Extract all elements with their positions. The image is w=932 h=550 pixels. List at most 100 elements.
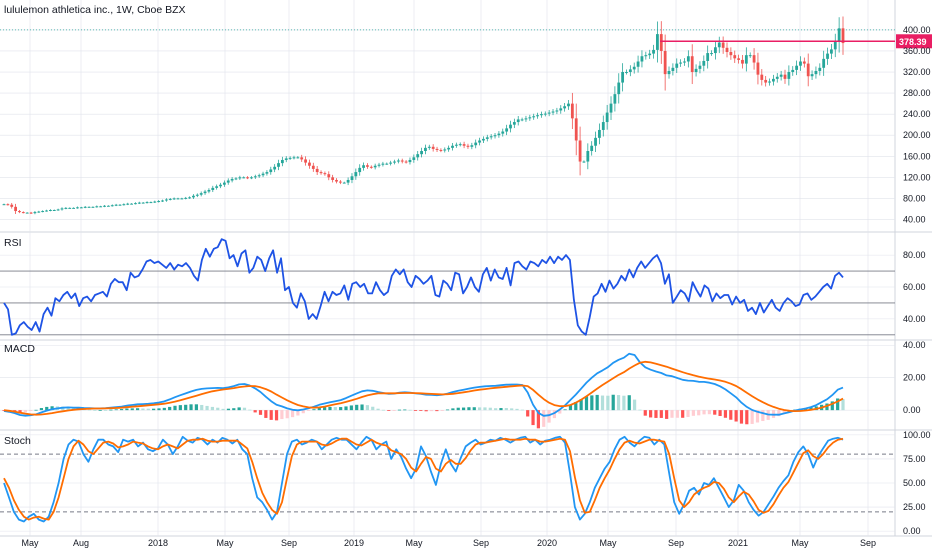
- macd-histogram-bar: [568, 405, 573, 411]
- y-tick-label: 0.00: [903, 526, 921, 536]
- macd-histogram-bar: [269, 410, 273, 420]
- macd-histogram-bar: [162, 407, 166, 411]
- price-panel[interactable]: 378.39: [0, 16, 932, 215]
- candle: [551, 111, 555, 113]
- candle: [470, 145, 474, 147]
- candle: [621, 72, 625, 83]
- macd-histogram-bar: [632, 399, 637, 411]
- candle: [547, 112, 551, 114]
- candle: [737, 58, 741, 60]
- y-tick-label: 320.00: [903, 67, 931, 77]
- macd-histogram-bar: [119, 409, 124, 411]
- candle: [555, 110, 559, 112]
- candle: [385, 163, 389, 165]
- candle: [265, 172, 269, 174]
- macd-histogram-bar: [734, 410, 738, 422]
- candle: [41, 211, 45, 213]
- macd-histogram-bar: [755, 410, 760, 423]
- candle: [18, 211, 21, 213]
- candle: [362, 165, 365, 168]
- candle: [369, 166, 373, 168]
- candle: [783, 74, 787, 79]
- candle: [478, 140, 481, 143]
- candle: [601, 122, 605, 130]
- candle: [137, 202, 141, 204]
- y-tick-label: 60.00: [903, 282, 926, 292]
- candle: [567, 103, 570, 107]
- candle: [284, 158, 288, 160]
- candle: [540, 114, 543, 116]
- y-tick-label: 40.00: [903, 214, 926, 224]
- macd-histogram-bar: [29, 410, 33, 411]
- candle: [748, 55, 752, 57]
- candle: [114, 204, 118, 206]
- candle: [153, 201, 157, 203]
- candle: [366, 165, 369, 167]
- candle: [199, 193, 203, 195]
- candle: [145, 202, 149, 204]
- y-tick-label: 400.00: [903, 25, 931, 35]
- macd-histogram-bar: [707, 410, 712, 415]
- candle: [760, 74, 764, 80]
- stoch-panel[interactable]: [0, 435, 895, 523]
- macd-histogram-bar: [451, 408, 455, 411]
- macd-histogram-bar: [365, 405, 369, 411]
- macd-histogram-bar: [168, 406, 172, 411]
- macd-histogram-bar: [526, 410, 530, 417]
- candle: [195, 194, 199, 196]
- macd-histogram-bar: [809, 407, 813, 411]
- macd-histogram-bar: [494, 408, 498, 411]
- candle: [694, 68, 698, 73]
- macd-histogram-bar: [317, 407, 321, 411]
- candle: [296, 157, 300, 159]
- candle: [791, 69, 795, 73]
- macd-histogram-bar: [296, 410, 300, 416]
- candle: [431, 146, 435, 149]
- candle: [810, 74, 814, 77]
- candle: [474, 142, 478, 146]
- macd-histogram-bar: [152, 408, 156, 411]
- candle: [574, 118, 578, 141]
- macd-histogram-bar: [739, 410, 744, 424]
- candle: [609, 103, 613, 113]
- candle: [485, 137, 489, 139]
- candle: [230, 178, 234, 181]
- candle: [741, 59, 744, 64]
- candle: [717, 42, 721, 48]
- y-tick-label: 75.00: [903, 454, 926, 464]
- candle: [516, 119, 520, 123]
- macd-histogram-bar: [520, 409, 524, 411]
- candle: [118, 204, 122, 206]
- candle: [563, 106, 567, 109]
- candle: [729, 52, 733, 56]
- macd-histogram-bar: [691, 410, 695, 416]
- candle: [570, 103, 574, 119]
- macd-histogram-bar: [472, 407, 476, 411]
- y-tick-label: 50.00: [903, 478, 926, 488]
- candle: [389, 162, 393, 164]
- macd-histogram-bar: [290, 410, 295, 418]
- candle: [149, 202, 153, 204]
- macd-histogram-bar: [670, 410, 674, 418]
- candle: [458, 144, 462, 146]
- candle: [644, 55, 648, 57]
- macd-histogram-bar: [328, 406, 332, 411]
- candle: [83, 206, 87, 208]
- candle: [659, 34, 663, 51]
- candle: [640, 56, 644, 62]
- stoch-k-line: [3, 435, 844, 523]
- candle: [652, 49, 655, 54]
- candle: [613, 94, 617, 104]
- candle: [14, 206, 17, 212]
- candle: [663, 50, 667, 75]
- candle: [733, 55, 737, 59]
- rsi-panel[interactable]: [0, 238, 895, 336]
- candle: [671, 67, 675, 71]
- candle: [358, 167, 362, 173]
- candle: [106, 205, 110, 207]
- candle: [373, 165, 377, 168]
- macd-panel[interactable]: [2, 352, 845, 429]
- candle: [246, 177, 249, 179]
- candle: [323, 173, 327, 175]
